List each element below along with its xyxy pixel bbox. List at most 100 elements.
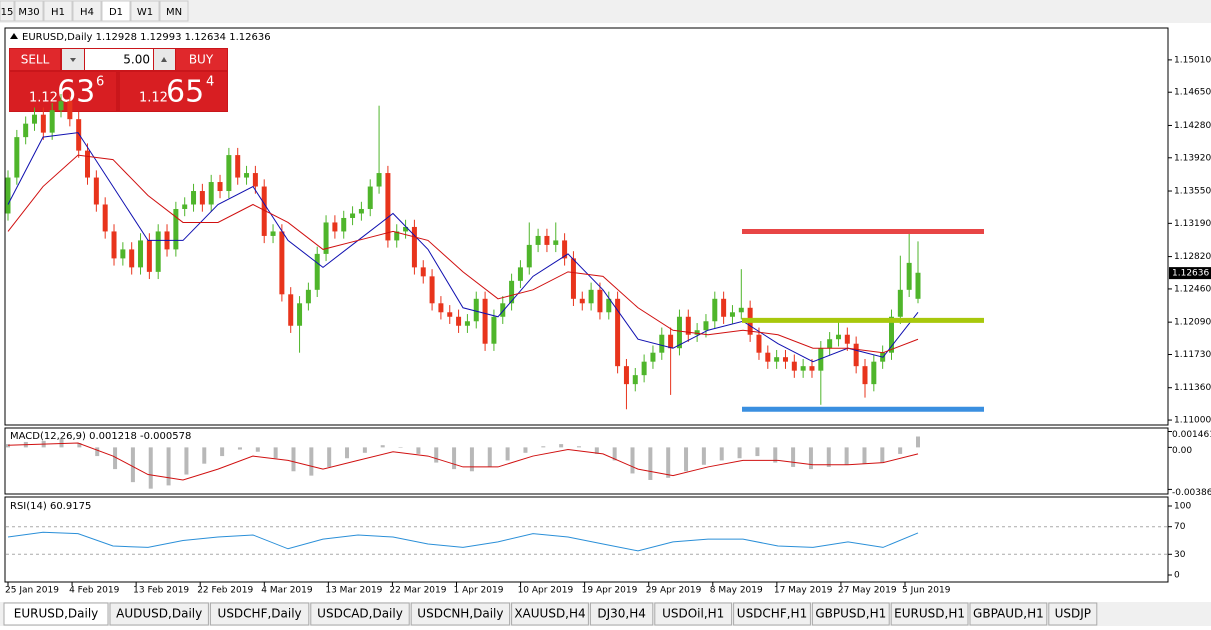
macd-bar <box>916 436 920 448</box>
timeframe-label: M30 <box>18 7 39 18</box>
macd-bar <box>309 447 314 476</box>
candle-body <box>120 249 126 259</box>
candle-body <box>411 226 417 268</box>
candle-body <box>853 343 859 367</box>
chart-tab[interactable] <box>890 602 969 626</box>
candle-body <box>888 316 894 353</box>
candle-body <box>906 262 912 290</box>
candle-body <box>279 231 285 295</box>
volume-field[interactable] <box>85 49 153 70</box>
timeframe-button[interactable] <box>43 0 73 22</box>
candle-body <box>738 307 744 313</box>
candle-body <box>146 240 152 272</box>
tab-label: DJ30,H4 <box>597 607 646 621</box>
macd-bar <box>594 447 599 454</box>
macd-bar <box>95 447 100 457</box>
moving-average <box>7 154 919 354</box>
chart-tab[interactable] <box>310 602 410 626</box>
candle-body <box>138 240 144 268</box>
rsi-label: RSI(14) 60.9175 <box>10 501 91 512</box>
chart-tab[interactable] <box>109 602 209 626</box>
candle-body <box>358 208 364 214</box>
candle-body <box>244 173 250 178</box>
macd-bar <box>362 447 367 453</box>
macd-bar <box>434 447 439 463</box>
candle-body <box>67 101 73 120</box>
candle-body <box>49 110 55 133</box>
timeframe-button[interactable] <box>14 0 44 22</box>
candle-body <box>235 155 241 178</box>
candle-body <box>394 231 400 241</box>
y-tick-label: 0 <box>1174 571 1180 581</box>
candle-body <box>385 173 391 241</box>
candle-body <box>597 289 603 313</box>
candle-body <box>182 204 188 209</box>
macd-signal <box>7 442 919 481</box>
candle-body <box>809 366 815 371</box>
macd-bar <box>898 447 903 454</box>
macd-bar <box>701 447 706 465</box>
candle-body <box>588 289 594 304</box>
candle-body <box>40 114 46 133</box>
candle-body <box>155 231 161 272</box>
macd-bar <box>452 447 457 470</box>
candle-body <box>341 217 347 232</box>
chart-tab[interactable] <box>209 602 310 626</box>
x-tick-label: 25 Jan 2019 <box>5 586 59 596</box>
candle-body <box>305 289 311 304</box>
candle-body <box>85 150 91 178</box>
timeframe-button[interactable] <box>0 0 15 22</box>
candle-body <box>694 330 700 335</box>
buy-button[interactable] <box>176 49 227 70</box>
timeframe-label: W1 <box>137 7 153 18</box>
candle-body <box>173 208 179 250</box>
candle-body <box>703 321 709 331</box>
chart-tab[interactable] <box>3 602 109 626</box>
y-tick-label: 30 <box>1174 550 1186 560</box>
macd-bar <box>880 447 885 463</box>
buy-price-box[interactable] <box>120 72 227 111</box>
y-tick-label: 1.13550 <box>1174 187 1211 197</box>
timeframe-button[interactable] <box>72 0 102 22</box>
candle-body <box>93 177 99 205</box>
timeframe-button[interactable] <box>130 0 160 22</box>
chart-tab[interactable] <box>511 602 589 626</box>
candle-body <box>438 303 444 313</box>
rsi-line <box>7 531 919 552</box>
chart-tab[interactable] <box>410 602 511 626</box>
macd-bar <box>541 446 546 448</box>
candle-body <box>712 298 718 322</box>
tab-label: USDCAD,Daily <box>317 607 403 621</box>
timeframe-label: 15 <box>1 7 14 18</box>
candle-body <box>871 361 877 385</box>
chart-tab[interactable] <box>969 602 1048 626</box>
price-main: 65 <box>166 75 204 110</box>
macd-bar <box>826 447 831 467</box>
timeframe-button[interactable] <box>159 0 189 22</box>
chart-tab[interactable] <box>811 602 890 626</box>
candle-body <box>553 240 559 245</box>
candle-body <box>721 298 727 317</box>
chart-header: EURUSD,Daily 1.12928 1.12993 1.12634 1.1… <box>22 32 271 43</box>
tab-label: AUDUSD,Daily <box>116 607 202 621</box>
buy-label: BUY <box>189 53 214 67</box>
chart-tab[interactable] <box>1048 602 1098 626</box>
candle-body <box>774 357 780 362</box>
y-tick-label: 0.001461 <box>1172 430 1211 440</box>
candle-body <box>58 101 64 111</box>
y-tick-label: 1.15010 <box>1174 55 1211 65</box>
main-panel <box>4 27 1169 426</box>
moving-average <box>7 132 919 363</box>
sell-label: SELL <box>21 53 50 67</box>
tab-label: XAUUSD,H4 <box>514 607 585 621</box>
chart-tab[interactable] <box>654 602 733 626</box>
chart-tab[interactable] <box>589 602 654 626</box>
macd-bar <box>345 447 350 459</box>
candle-body <box>862 366 868 385</box>
timeframe-button[interactable] <box>101 0 131 22</box>
chart-tab[interactable] <box>733 602 811 626</box>
y-tick-label: 1.11730 <box>1174 350 1211 360</box>
sell-button[interactable] <box>10 49 60 70</box>
tab-label: USDCNH,Daily <box>417 607 503 621</box>
macd-bar <box>648 447 653 480</box>
